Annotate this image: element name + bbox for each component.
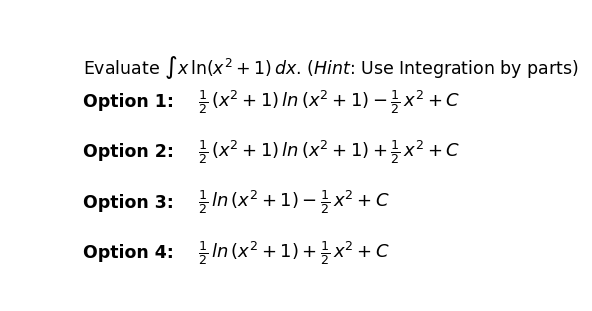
Text: Option 2:: Option 2: (83, 143, 174, 161)
Text: Option 4:: Option 4: (83, 244, 174, 262)
Text: Evaluate $\int x\,\ln(x^2 + 1)\,dx$. $(\it{Hint}$: Use Integration by parts): Evaluate $\int x\,\ln(x^2 + 1)\,dx$. $(\… (83, 54, 579, 81)
Text: $\frac{1}{2}\,ln\,(x^2 + 1) + \frac{1}{2}\,x^2 + C$: $\frac{1}{2}\,ln\,(x^2 + 1) + \frac{1}{2… (198, 239, 390, 267)
Text: Option 1:: Option 1: (83, 93, 174, 111)
Text: $\frac{1}{2}\,(x^2 + 1)\,ln\,(x^2 + 1) + \frac{1}{2}\,x^2 + C$: $\frac{1}{2}\,(x^2 + 1)\,ln\,(x^2 + 1) +… (198, 138, 461, 166)
Text: $\frac{1}{2}\,ln\,(x^2 + 1) - \frac{1}{2}\,x^2 + C$: $\frac{1}{2}\,ln\,(x^2 + 1) - \frac{1}{2… (198, 189, 390, 216)
Text: Option 3:: Option 3: (83, 193, 174, 211)
Text: $\frac{1}{2}\,(x^2 + 1)\,ln\,(x^2 + 1) - \frac{1}{2}\,x^2 + C$: $\frac{1}{2}\,(x^2 + 1)\,ln\,(x^2 + 1) -… (198, 88, 461, 116)
